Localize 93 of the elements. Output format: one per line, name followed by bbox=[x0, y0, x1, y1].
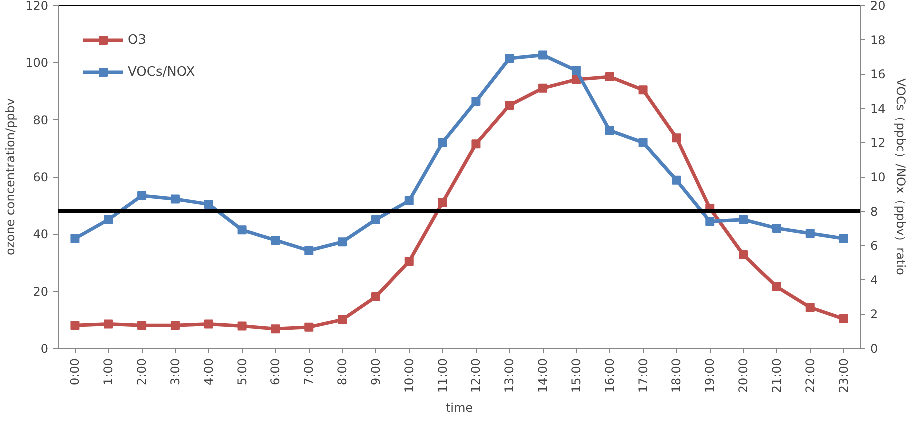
y2-tick-label: 2 bbox=[870, 308, 878, 322]
y2-axis-title: VOCs（ppbc）/NOx（ppbv）ratio bbox=[894, 78, 908, 276]
x-tick-label: 5:00 bbox=[235, 358, 250, 386]
y-tick-label: 120 bbox=[26, 0, 48, 13]
point bbox=[638, 86, 648, 95]
legend-label: VOCs/NOX bbox=[128, 64, 196, 80]
point bbox=[238, 226, 247, 235]
point bbox=[438, 138, 448, 148]
y2-tick-label: 10 bbox=[870, 170, 886, 184]
x-tick-label: 11:00 bbox=[436, 358, 450, 394]
point bbox=[472, 140, 481, 149]
point bbox=[404, 257, 414, 266]
point bbox=[404, 196, 414, 206]
point bbox=[672, 134, 682, 143]
y-tick-label: 0 bbox=[40, 342, 49, 356]
y-tick-label: 100 bbox=[26, 56, 48, 70]
point bbox=[204, 200, 214, 209]
point bbox=[605, 72, 614, 82]
point bbox=[839, 234, 848, 244]
point bbox=[672, 176, 682, 185]
x-tick-label: 20:00 bbox=[736, 358, 751, 394]
x-tick-label: 7:00 bbox=[302, 358, 316, 386]
y2-tick-label: 20 bbox=[870, 0, 886, 13]
point bbox=[238, 322, 247, 331]
x-tick-label: 17:00 bbox=[636, 358, 650, 394]
x-tick-label: 6:00 bbox=[268, 358, 283, 386]
point bbox=[706, 217, 715, 226]
point bbox=[70, 234, 80, 244]
point bbox=[638, 138, 648, 148]
point bbox=[338, 238, 348, 247]
point bbox=[170, 321, 180, 330]
x-tick-label: 3:00 bbox=[168, 358, 182, 386]
y2-tick-label: 8 bbox=[870, 204, 878, 219]
point bbox=[304, 246, 314, 256]
point bbox=[739, 215, 748, 224]
x-tick-label: 21:00 bbox=[770, 358, 784, 394]
point bbox=[304, 322, 314, 332]
x-tick-label: 2:00 bbox=[135, 358, 150, 386]
point bbox=[338, 315, 348, 324]
point bbox=[605, 126, 614, 136]
point bbox=[538, 84, 548, 93]
x-tick-label: 22:00 bbox=[803, 358, 818, 394]
x-tick-label: 23:00 bbox=[836, 358, 851, 394]
point bbox=[271, 324, 280, 334]
y2-tick-label: 16 bbox=[870, 68, 886, 82]
point bbox=[104, 320, 114, 329]
x-tick-label: 0:00 bbox=[68, 358, 82, 386]
x-tick-label: 12:00 bbox=[469, 358, 484, 394]
point bbox=[138, 321, 147, 330]
y2-tick-label: 4 bbox=[870, 273, 878, 288]
x-tick-label: 4:00 bbox=[202, 358, 216, 386]
y2-tick-label: 0 bbox=[870, 342, 878, 356]
x-tick-label: 10:00 bbox=[402, 358, 416, 394]
y-tick-label: 60 bbox=[33, 170, 49, 184]
point bbox=[806, 303, 815, 312]
legend-label: O3 bbox=[128, 32, 148, 48]
x-tick-label: 19:00 bbox=[703, 358, 718, 394]
point bbox=[138, 191, 147, 200]
point bbox=[806, 229, 815, 238]
point bbox=[472, 97, 481, 106]
y-tick-label: 20 bbox=[33, 284, 49, 299]
point bbox=[271, 236, 280, 245]
x-tick-label: 15:00 bbox=[569, 358, 584, 394]
point bbox=[104, 215, 114, 224]
point bbox=[371, 215, 380, 224]
x-tick-label: 14:00 bbox=[536, 358, 550, 394]
point bbox=[505, 54, 514, 64]
x-tick-label: 13:00 bbox=[502, 358, 517, 394]
y2-tick-label: 6 bbox=[870, 239, 878, 254]
point bbox=[739, 250, 748, 260]
point bbox=[70, 321, 80, 330]
y2-tick-label: 14 bbox=[870, 102, 886, 116]
point bbox=[170, 194, 180, 204]
y-axis-title: ozone concentration/ppbv bbox=[4, 98, 18, 256]
y2-tick-label: 12 bbox=[870, 136, 886, 150]
y-tick-label: 40 bbox=[33, 228, 49, 242]
x-tick-label: 16:00 bbox=[602, 358, 617, 394]
point bbox=[538, 50, 548, 60]
x-axis-title: time bbox=[446, 401, 474, 416]
point bbox=[772, 224, 782, 233]
point bbox=[204, 320, 214, 329]
x-tick-label: 18:00 bbox=[670, 358, 684, 394]
point bbox=[371, 292, 380, 302]
y-tick-label: 80 bbox=[33, 113, 49, 128]
x-tick-label: 1:00 bbox=[102, 358, 116, 386]
x-tick-label: 8:00 bbox=[336, 358, 350, 386]
y2-tick-label: 18 bbox=[870, 33, 886, 48]
point bbox=[572, 66, 581, 76]
point bbox=[772, 282, 782, 292]
x-tick-label: 9:00 bbox=[368, 358, 383, 386]
point bbox=[438, 198, 448, 208]
point bbox=[505, 101, 514, 110]
point bbox=[839, 314, 848, 324]
